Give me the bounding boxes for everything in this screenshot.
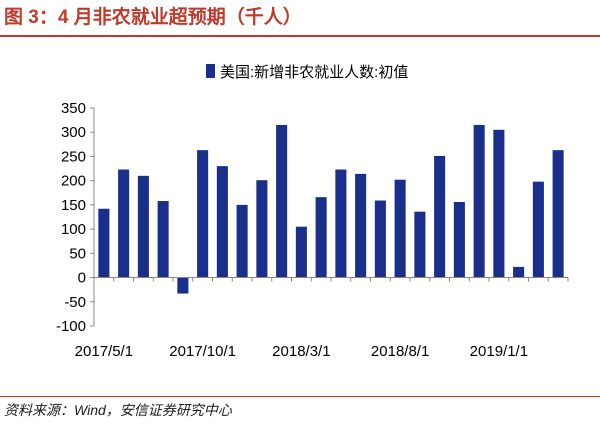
y-tick-label-50: 50: [69, 245, 86, 262]
bar-2017-9-1: [177, 277, 189, 294]
bar-2018-12-1: [473, 124, 485, 278]
y-tick-label-150: 150: [61, 197, 86, 214]
bar-2018-2-1: [276, 124, 288, 278]
bar-chart: 美国:新增非农就业人数:初值 -100 -50 0 50 100 150 200 250 300…: [56, 64, 569, 360]
bar-2019-2-1: [513, 266, 525, 278]
bar-2018-10-1: [434, 155, 446, 278]
bar-2019-1-1: [493, 129, 505, 278]
bar-2017-8-1: [157, 201, 169, 278]
bar-2019-3-1: [532, 181, 544, 278]
y-tick-label-200: 200: [61, 173, 86, 190]
bar-2018-9-1: [414, 211, 426, 278]
footer-rule: [0, 396, 600, 397]
y-tick-label-350: 350: [61, 100, 86, 117]
bar-2017-6-1: [118, 169, 130, 278]
bars: [98, 124, 564, 294]
bar-2017-7-1: [137, 175, 149, 278]
y-tick-label-0: 0: [78, 270, 86, 287]
x-tick-label-2017-10-1: 2017/10/1: [169, 343, 236, 360]
x-tick-label-2018-8-1: 2018/8/1: [371, 343, 429, 360]
x-tick-label-2017-5-1: 2017/5/1: [75, 343, 133, 360]
x-tick-label-2019-1-1: 2019/1/1: [470, 343, 528, 360]
bar-2018-8-1: [394, 179, 406, 278]
legend: 美国:新增非农就业人数:初值: [206, 64, 408, 81]
legend-swatch: [206, 64, 215, 78]
axes: [93, 108, 568, 326]
figure-title: 图 3：4 月非农就业超预期（千人）: [4, 7, 302, 28]
legend-label: 美国:新增非农就业人数:初值: [220, 64, 408, 81]
bar-2017-10-1: [197, 150, 209, 278]
title-rule: [0, 35, 600, 37]
bar-2017-12-1: [236, 204, 248, 278]
y-tick-label--50: -50: [64, 294, 86, 311]
bar-2018-5-1: [335, 169, 347, 278]
y-tick-label-300: 300: [61, 124, 86, 141]
y-axis-ticks: -100 -50 0 50 100 150 200 250 300 350: [56, 100, 94, 335]
source-note: 资料来源：Wind，安信证券研究中心: [4, 402, 232, 418]
bar-2019-4-1: [552, 150, 564, 278]
y-tick-label-100: 100: [61, 221, 86, 238]
y-tick-label--100: -100: [56, 318, 86, 335]
bar-2018-3-1: [295, 226, 307, 278]
bar-2018-7-1: [374, 200, 386, 278]
x-axis-ticks: 2017/5/1 2017/10/1 2018/3/1 2018/8/1 2019/1/…: [75, 277, 569, 360]
bar-2018-4-1: [315, 197, 327, 278]
y-tick-label-250: 250: [61, 148, 86, 165]
bar-2017-5-1: [98, 208, 110, 278]
bar-2017-11-1: [216, 166, 228, 278]
bar-2018-1-1: [256, 180, 268, 278]
bar-2018-6-1: [355, 173, 367, 278]
bar-2018-11-1: [453, 201, 465, 278]
x-tick-label-2018-3-1: 2018/3/1: [272, 343, 330, 360]
